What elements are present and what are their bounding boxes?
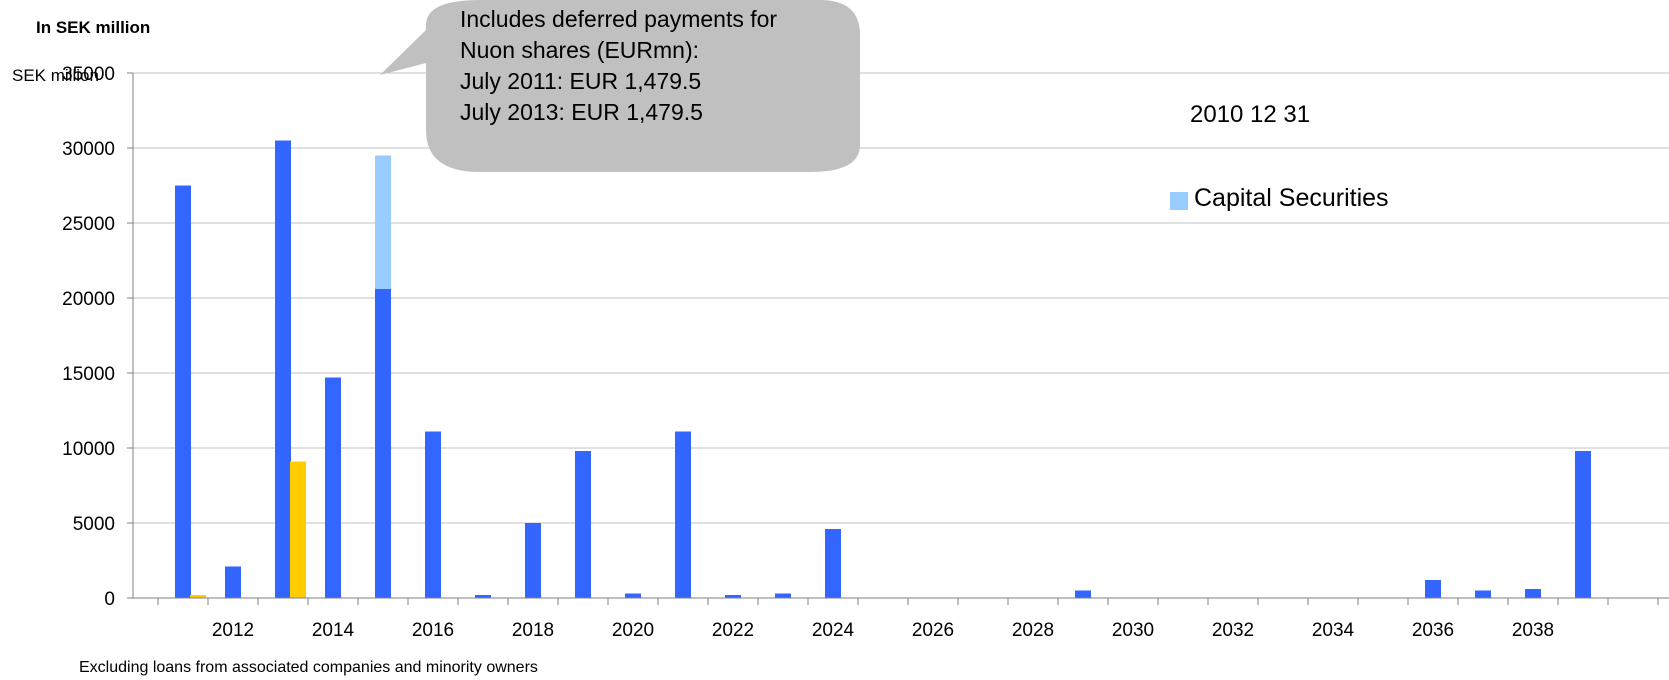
bar-series-1-2017 [475, 595, 491, 598]
x-tick-label: 2038 [1512, 620, 1554, 641]
y-tick-label: 35000 [62, 64, 115, 85]
y-tick-label: 25000 [62, 214, 115, 235]
bar-series-1-2038 [1525, 589, 1541, 598]
y-tick-label: 15000 [62, 364, 115, 385]
y-tick-label: 5000 [73, 514, 115, 535]
legend-swatch-capital-securities [1170, 191, 1188, 210]
bar-series-1-2023 [775, 593, 791, 598]
bar-series-1-2016 [425, 431, 441, 598]
y-tick-label: 10000 [62, 439, 115, 460]
bar-series-1-2018 [525, 523, 541, 598]
y-tick-label: 20000 [62, 289, 115, 310]
callout-text: Includes deferred payments for Nuon shar… [460, 4, 777, 128]
callout-bubble [380, 0, 860, 172]
callout-line-4: July 2013: EUR 1,479.5 [460, 99, 703, 125]
x-tick-label: 2014 [312, 620, 355, 641]
bar-series-1-2015 [375, 289, 391, 598]
legend-mask [1155, 132, 1525, 146]
x-tick-label: 2024 [812, 620, 855, 641]
y-axis-label: SEK million [12, 66, 99, 85]
bar-series-1-2022 [725, 595, 741, 598]
bar-series-1-2020 [625, 593, 641, 598]
bar-series-1-2019 [575, 451, 591, 598]
footnote: Excluding loans from associated companie… [79, 659, 538, 676]
bar-series-1-2037 [1475, 590, 1491, 598]
bar-series-3-2011 [190, 595, 206, 598]
callout-line-3: July 2011: EUR 1,479.5 [460, 68, 702, 94]
x-tick-label: 2032 [1212, 620, 1254, 641]
x-tick-label: 2026 [912, 620, 954, 641]
x-tick-label: 2022 [712, 620, 754, 641]
x-tick-label: 2036 [1412, 620, 1454, 641]
x-tick-label: 2034 [1312, 620, 1355, 641]
callout-line-1: Includes deferred payments for [460, 6, 778, 32]
date-label: 2010 12 31 [1190, 101, 1311, 128]
y-tick-label: 0 [104, 589, 115, 610]
x-tick-label: 2030 [1112, 620, 1154, 641]
bar-series-3-2013 [290, 461, 306, 598]
callout-line-2: Nuon shares (EURmn): [460, 37, 700, 63]
legend-label-capital-securities: Capital Securities [1194, 184, 1389, 212]
unit-label: In SEK million [36, 18, 151, 37]
x-tick-label: 2020 [612, 620, 654, 641]
bar-capital-securities-2015 [375, 155, 391, 289]
bar-series-1-2014 [325, 377, 341, 598]
legend: Capital Securities [1170, 184, 1389, 213]
bar-series-1-2011 [175, 185, 191, 598]
x-tick-label: 2016 [412, 620, 454, 641]
bar-series-1-2012 [225, 566, 241, 598]
x-tick-label: 2018 [512, 620, 554, 641]
y-tick-label: 30000 [62, 139, 115, 160]
bar-series-1-2013 [275, 140, 291, 598]
x-tick-label: 2028 [1012, 620, 1054, 641]
x-tick-label: 2012 [212, 620, 254, 641]
bar-series-1-2036 [1425, 580, 1441, 598]
bar-series-1-2024 [825, 529, 841, 598]
bar-series-1-2039 [1575, 451, 1591, 598]
bar-series-1-2021 [675, 431, 691, 598]
bar-series-1-2029 [1075, 590, 1091, 598]
